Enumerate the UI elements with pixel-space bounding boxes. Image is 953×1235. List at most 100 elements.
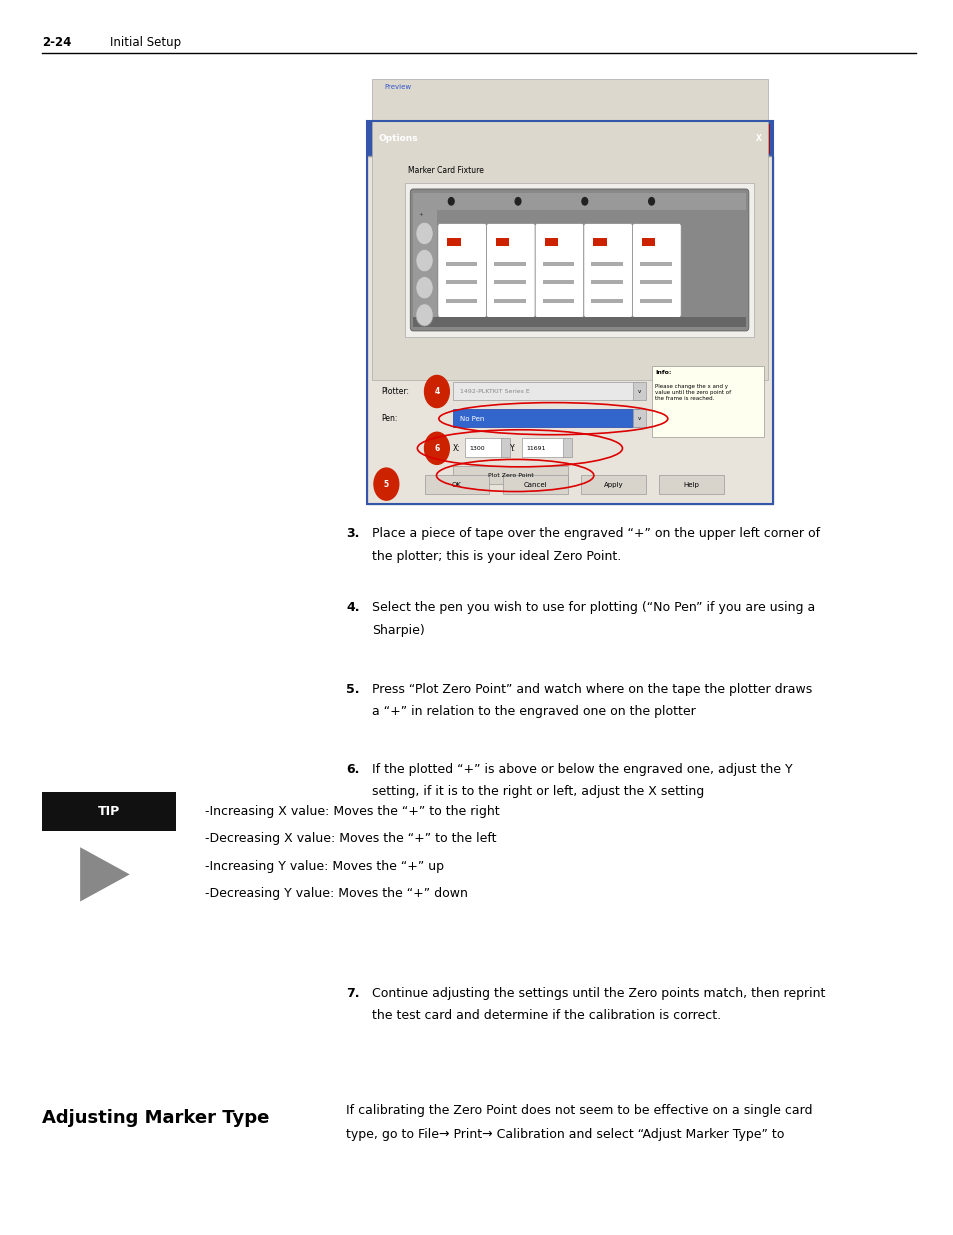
Text: +: + [418,212,423,217]
FancyBboxPatch shape [542,280,574,284]
Polygon shape [80,847,130,902]
Text: a “+” in relation to the engraved one on the plotter: a “+” in relation to the engraved one on… [372,705,695,719]
Circle shape [374,468,398,500]
Text: Adjusting Marker Type: Adjusting Marker Type [42,1109,269,1128]
FancyBboxPatch shape [486,224,535,317]
FancyBboxPatch shape [502,475,567,494]
Circle shape [416,249,433,272]
FancyBboxPatch shape [583,224,632,317]
Text: Place a piece of tape over the engraved “+” on the upper left corner of: Place a piece of tape over the engraved … [372,527,820,541]
Text: 3.: 3. [346,527,359,541]
Text: Help: Help [683,483,699,488]
Text: 2-24: 2-24 [42,36,71,48]
Text: 5: 5 [383,479,389,489]
FancyBboxPatch shape [453,409,639,427]
FancyBboxPatch shape [445,280,476,284]
Text: Cancel: Cancel [523,483,546,488]
FancyBboxPatch shape [437,224,486,317]
FancyBboxPatch shape [372,79,767,380]
Text: type, go to File→ Print→ Calibration and select “Adjust Marker Type” to: type, go to File→ Print→ Calibration and… [346,1128,784,1141]
FancyBboxPatch shape [496,238,509,246]
Circle shape [515,198,520,205]
Text: 11691: 11691 [526,446,545,451]
FancyBboxPatch shape [747,124,768,153]
Circle shape [581,198,587,205]
FancyBboxPatch shape [641,238,655,246]
Text: Pen:: Pen: [381,414,397,424]
Circle shape [424,375,449,408]
FancyBboxPatch shape [42,792,175,831]
Circle shape [648,198,654,205]
Text: 1300: 1300 [469,446,484,451]
FancyBboxPatch shape [591,280,622,284]
FancyBboxPatch shape [367,121,772,156]
Text: 6: 6 [434,443,439,453]
Text: X:: X: [453,443,460,453]
FancyBboxPatch shape [639,262,671,266]
Text: X: X [755,133,760,143]
FancyBboxPatch shape [413,193,745,210]
FancyBboxPatch shape [651,366,763,437]
Text: TIP: TIP [97,805,120,818]
FancyBboxPatch shape [464,438,502,457]
FancyBboxPatch shape [562,438,572,457]
Circle shape [424,432,449,464]
Text: setting, if it is to the right or left, adjust the X setting: setting, if it is to the right or left, … [372,785,703,799]
Text: -Increasing X value: Moves the “+” to the right: -Increasing X value: Moves the “+” to th… [205,805,499,819]
FancyBboxPatch shape [453,382,639,400]
FancyBboxPatch shape [410,189,748,331]
Circle shape [448,198,454,205]
FancyBboxPatch shape [494,299,525,303]
FancyBboxPatch shape [500,438,510,457]
FancyBboxPatch shape [521,438,564,457]
Text: -Increasing Y value: Moves the “+” up: -Increasing Y value: Moves the “+” up [205,860,444,873]
Text: 6.: 6. [346,763,359,777]
Text: 1492-PLKTKIT Series E: 1492-PLKTKIT Series E [459,389,529,394]
FancyBboxPatch shape [633,409,645,427]
Text: OK: OK [452,483,461,488]
Text: Select the pen you wish to use for plotting (“No Pen” if you are using a: Select the pen you wish to use for plott… [372,601,815,615]
FancyBboxPatch shape [494,280,525,284]
Text: Y:: Y: [510,443,516,453]
Text: Options: Options [378,133,418,143]
FancyBboxPatch shape [591,262,622,266]
Text: Plot Zero Point: Plot Zero Point [487,473,533,478]
Text: Preview: Preview [384,84,411,90]
FancyBboxPatch shape [367,156,772,504]
Text: v: v [637,416,640,421]
FancyBboxPatch shape [494,262,525,266]
FancyBboxPatch shape [445,262,476,266]
Circle shape [416,304,433,326]
FancyBboxPatch shape [535,224,583,317]
Text: Sharpie): Sharpie) [372,624,424,637]
Text: No Pen: No Pen [459,416,484,421]
Text: Info:: Info: [655,370,671,375]
Text: the test card and determine if the calibration is correct.: the test card and determine if the calib… [372,1009,720,1023]
FancyBboxPatch shape [413,210,436,327]
FancyBboxPatch shape [445,299,476,303]
FancyBboxPatch shape [639,280,671,284]
FancyBboxPatch shape [542,262,574,266]
Text: 4.: 4. [346,601,359,615]
Text: -Decreasing X value: Moves the “+” to the left: -Decreasing X value: Moves the “+” to th… [205,832,497,846]
Text: Apply: Apply [603,483,622,488]
Text: 7.: 7. [346,987,359,1000]
FancyBboxPatch shape [632,224,680,317]
Circle shape [416,222,433,245]
FancyBboxPatch shape [593,238,606,246]
Text: 5.: 5. [346,683,359,697]
FancyBboxPatch shape [424,475,489,494]
Text: -Decreasing Y value: Moves the “+” down: -Decreasing Y value: Moves the “+” down [205,887,468,900]
FancyBboxPatch shape [542,299,574,303]
FancyBboxPatch shape [633,382,645,400]
Text: Marker Card Fixture: Marker Card Fixture [408,165,483,175]
FancyBboxPatch shape [376,158,515,183]
Text: Initial Setup: Initial Setup [110,36,181,48]
Text: If calibrating the Zero Point does not seem to be effective on a single card: If calibrating the Zero Point does not s… [346,1104,812,1118]
Circle shape [416,277,433,299]
FancyBboxPatch shape [580,475,645,494]
Text: Press “Plot Zero Point” and watch where on the tape the plotter draws: Press “Plot Zero Point” and watch where … [372,683,811,697]
Text: v: v [637,389,640,394]
FancyBboxPatch shape [405,183,753,337]
Text: the plotter; this is your ideal Zero Point.: the plotter; this is your ideal Zero Poi… [372,550,620,563]
